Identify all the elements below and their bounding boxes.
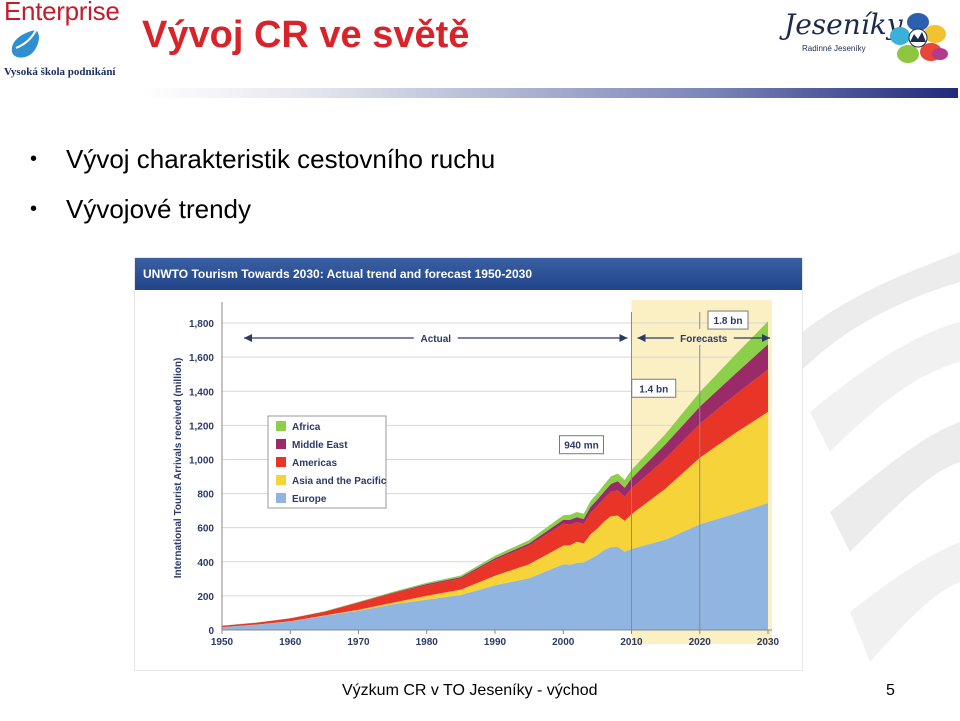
actual-label: Actual (420, 334, 451, 345)
point-label: 940 mn (564, 441, 598, 452)
slide-title: Vývoj CR ve světě (142, 14, 470, 56)
jeseniky-logo-name: Jeseníky (784, 8, 903, 41)
legend-label: Asia and the Pacific (292, 476, 387, 487)
forecast-arrow-right (762, 334, 770, 342)
legend-label: Americas (292, 458, 337, 469)
actual-arrow-right (619, 334, 628, 342)
bullet-list: • Vývoj charakteristik cestovního ruchu … (30, 142, 495, 242)
school-logo: Enterprise Vysoká škola podnikání (0, 0, 132, 84)
y-tick-label: 400 (197, 558, 214, 569)
y-tick-label: 600 (197, 524, 214, 535)
point-label: 1.4 bn (639, 384, 668, 395)
series-area-asia-and-the-pacific (222, 411, 768, 628)
legend-swatch (276, 493, 286, 503)
x-tick-label: 2030 (757, 637, 780, 648)
x-tick-label: 1990 (484, 637, 507, 648)
bullet-dot: • (30, 198, 38, 220)
y-tick-label: 1,600 (189, 353, 214, 364)
jeseniky-logo-subtitle: Radinné Jeseníky (802, 44, 866, 53)
x-tick-label: 2020 (689, 637, 712, 648)
jeseniky-logo: Jeseníky Radinné Jeseníky (780, 8, 955, 78)
actual-label-bg (413, 329, 458, 345)
school-logo-name: Enterprise (4, 0, 120, 26)
legend-label: Africa (292, 422, 321, 433)
legend-label: Middle East (292, 440, 348, 451)
forecast-arrow-left (637, 334, 646, 342)
point-label-box (559, 435, 604, 455)
point-label-box (707, 310, 749, 330)
forecast-label: Forecasts (680, 334, 728, 345)
x-tick-label: 1970 (347, 637, 370, 648)
bullet-dot: • (30, 148, 38, 170)
y-tick-label: 200 (197, 592, 214, 603)
point-label: 1.8 bn (714, 316, 743, 327)
series-area-americas (222, 369, 768, 628)
bullet-item: • Vývoj charakteristik cestovního ruchu (30, 142, 495, 192)
y-tick-label: 1,200 (189, 421, 214, 432)
decorative-swoosh (790, 252, 960, 662)
chart-title: UNWTO Tourism Towards 2030: Actual trend… (143, 267, 533, 281)
y-tick-label: 0 (208, 626, 214, 637)
y-tick-label: 1,000 (189, 455, 214, 466)
bullet-item: • Vývojové trendy (30, 192, 495, 242)
x-tick-label: 1960 (279, 637, 302, 648)
flower-icon (890, 13, 948, 63)
y-tick-label: 1,400 (189, 387, 214, 398)
header-divider (140, 88, 958, 98)
forecast-label-bg (673, 329, 734, 345)
x-tick-label: 2010 (620, 637, 643, 648)
school-logo-drop-icon (11, 29, 39, 58)
chart-header: UNWTO Tourism Towards 2030: Actual trend… (135, 258, 802, 290)
x-tick-label: 1980 (416, 637, 439, 648)
slide-number: 5 (886, 682, 895, 699)
y-tick-label: 1,800 (189, 319, 214, 330)
legend-swatch (276, 421, 286, 431)
chart-panel: UNWTO Tourism Towards 2030: Actual trend… (134, 257, 803, 671)
area-chart: 0 200 400 600 800 1,000 1,200 1,400 1,600 1,800 19… (173, 300, 780, 648)
point-label-box (631, 378, 677, 398)
footer-text: Výzkum CR v TO Jeseníky - východ (342, 682, 598, 699)
bullet-text: Vývojové trendy (66, 194, 251, 224)
legend-swatch (276, 457, 286, 467)
x-tick-label: 1950 (211, 637, 234, 648)
legend-swatch (276, 439, 286, 449)
y-tick-label: 800 (197, 490, 214, 501)
legend-box (267, 415, 387, 509)
bullet-text: Vývoj charakteristik cestovního ruchu (66, 144, 496, 174)
school-logo-subtitle: Vysoká škola podnikání (4, 66, 116, 78)
legend-label: Europe (292, 494, 327, 505)
x-tick-label: 2000 (552, 637, 575, 648)
legend-swatch (276, 475, 286, 485)
actual-arrow-left (244, 334, 252, 342)
y-axis-label: International Tourist Arrivals received … (173, 358, 184, 579)
